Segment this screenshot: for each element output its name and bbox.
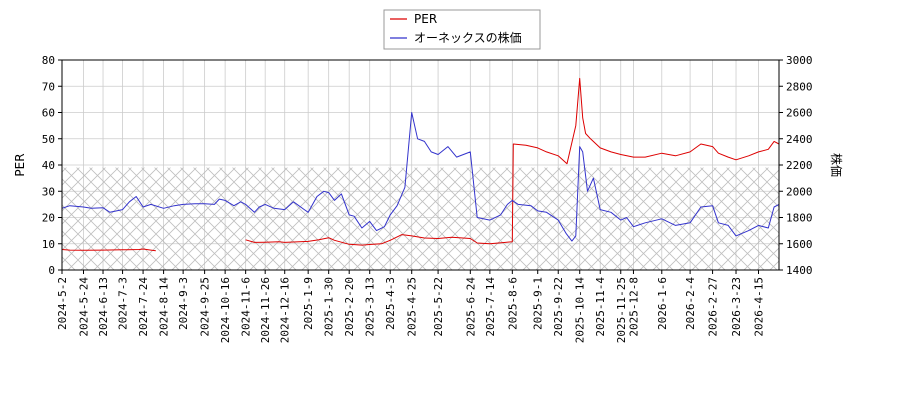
x-tick-label: 2025-11-25 — [615, 277, 628, 343]
x-tick-label: 2025-1-30 — [323, 277, 336, 337]
x-tick-label: 2024-11-26 — [259, 277, 272, 343]
left-tick-label: 40 — [42, 159, 55, 172]
x-tick-label: 2025-4-25 — [406, 277, 419, 337]
left-tick-label: 0 — [48, 264, 55, 277]
x-tick-label: 2025-5-22 — [432, 277, 445, 337]
right-axis-title: 株価 — [829, 153, 844, 177]
right-tick-label: 1400 — [786, 264, 813, 277]
x-tick-label: 2025-8-6 — [506, 277, 519, 330]
series-line-per — [62, 77, 779, 252]
left-tick-label: 50 — [42, 133, 55, 146]
x-tick-label: 2025-10-14 — [574, 277, 587, 344]
x-tick-label: 2024-6-13 — [97, 277, 110, 337]
left-tick-label: 70 — [42, 80, 55, 93]
left-axis-title: PER — [13, 153, 27, 176]
right-tick-label: 2000 — [786, 185, 813, 198]
hatched-band — [62, 167, 779, 270]
x-tick-label: 2025-1-9 — [302, 277, 315, 330]
x-tick-label: 2024-8-14 — [158, 277, 171, 337]
x-tick-label: 2025-11-4 — [594, 277, 607, 337]
left-tick-label: 30 — [42, 185, 55, 198]
x-tick-label: 2025-9-1 — [532, 277, 545, 330]
right-tick-label: 2200 — [786, 159, 813, 172]
right-tick-label: 1800 — [786, 212, 813, 225]
x-tick-label: 2024-7-3 — [117, 277, 130, 330]
right-tick-label: 3000 — [786, 54, 813, 67]
series-layer — [62, 77, 779, 252]
legend-label-per: PER — [414, 12, 437, 26]
x-tick-label: 2026-3-23 — [730, 277, 743, 337]
right-axis: 1400 1600 1800 2000 2200 2400 2600 2800 3000 — [779, 54, 813, 277]
left-tick-label: 20 — [42, 212, 55, 225]
x-tick-label: 2025-4-3 — [384, 277, 397, 330]
x-tick-label: 2025-2-20 — [343, 277, 356, 337]
x-tick-label: 2025-7-14 — [484, 277, 497, 337]
x-tick-label: 2026-2-4 — [684, 277, 697, 330]
right-tick-label: 1600 — [786, 238, 813, 251]
x-tick-label: 2024-5-24 — [77, 277, 90, 337]
right-tick-label: 2800 — [786, 80, 813, 93]
x-tick-label: 2025-6-24 — [464, 277, 477, 337]
x-tick-label: 2024-10-16 — [219, 277, 232, 343]
x-tick-label: 2024-7-24 — [137, 277, 150, 337]
x-tick-label: 2026-1-6 — [656, 277, 669, 330]
x-tick-label: 2026-2-27 — [707, 277, 720, 337]
right-tick-label: 2600 — [786, 107, 813, 120]
x-tick-label: 2024-12-16 — [279, 277, 292, 343]
x-tick-label: 2026-4-15 — [752, 277, 765, 337]
x-tick-label: 2025-9-22 — [552, 277, 565, 337]
x-tick-label: 2024-5-2 — [56, 277, 69, 330]
series-line-price — [62, 112, 779, 242]
legend-box — [383, 9, 541, 50]
legend: PER オーネックスの株価 — [383, 9, 541, 50]
left-tick-label: 80 — [42, 54, 55, 67]
left-tick-label: 60 — [42, 107, 55, 120]
x-axis: 2024-5-2 2024-5-24 2024-6-13 2024-7-3 2024-7… — [56, 270, 765, 343]
left-tick-label: 10 — [42, 238, 55, 251]
x-tick-label: 2024-9-3 — [177, 277, 190, 330]
x-tick-label: 2024-11-6 — [240, 277, 253, 337]
right-tick-label: 2400 — [786, 133, 813, 146]
left-axis: 0 10 20 30 40 50 60 70 80 — [42, 54, 62, 277]
legend-label-price: オーネックスの株価 — [414, 30, 522, 45]
x-tick-label: 2025-12-8 — [627, 277, 640, 337]
x-tick-label: 2024-9-25 — [199, 277, 212, 337]
x-tick-label: 2025-3-13 — [364, 277, 377, 337]
